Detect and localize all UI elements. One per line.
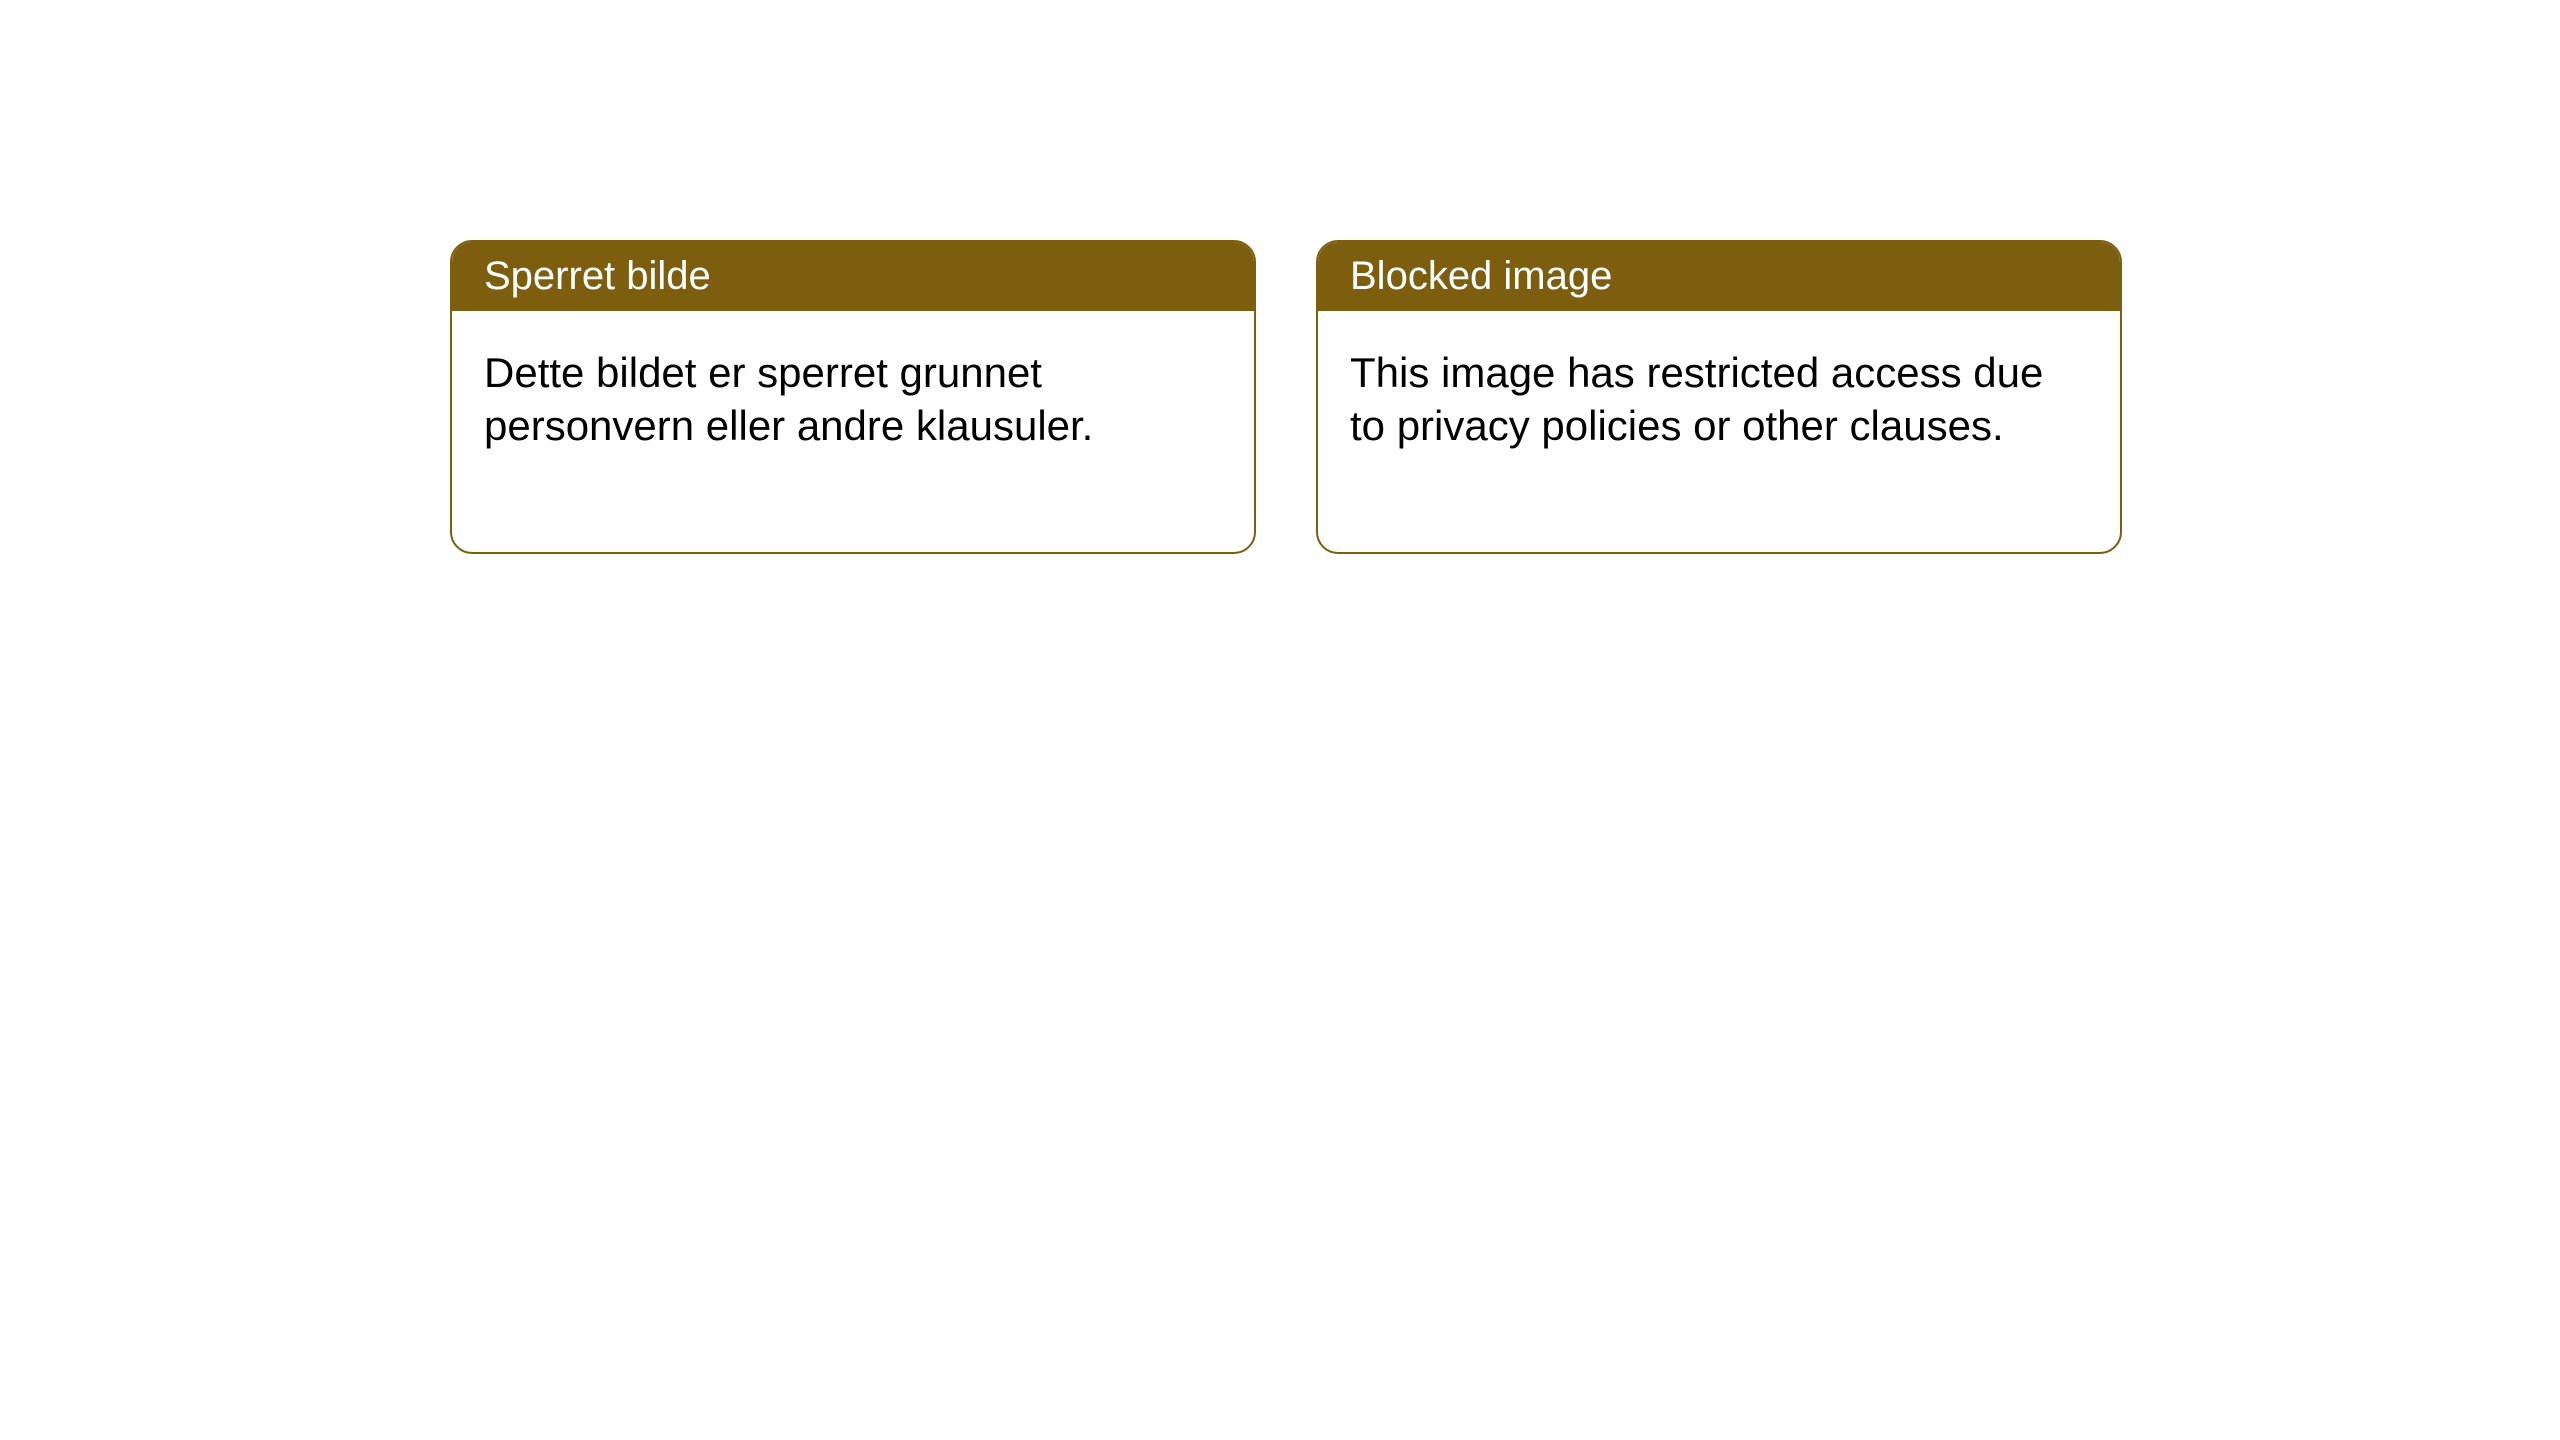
card-header: Blocked image	[1318, 242, 2120, 311]
card-body-text: Dette bildet er sperret grunnet personve…	[484, 349, 1093, 449]
card-body: Dette bildet er sperret grunnet personve…	[452, 311, 1254, 552]
card-header: Sperret bilde	[452, 242, 1254, 311]
notice-cards-container: Sperret bilde Dette bildet er sperret gr…	[450, 240, 2122, 554]
card-body-text: This image has restricted access due to …	[1350, 349, 2043, 449]
card-title: Sperret bilde	[484, 254, 711, 298]
card-title: Blocked image	[1350, 254, 1612, 298]
notice-card-english: Blocked image This image has restricted …	[1316, 240, 2122, 554]
card-body: This image has restricted access due to …	[1318, 311, 2120, 552]
notice-card-norwegian: Sperret bilde Dette bildet er sperret gr…	[450, 240, 1256, 554]
